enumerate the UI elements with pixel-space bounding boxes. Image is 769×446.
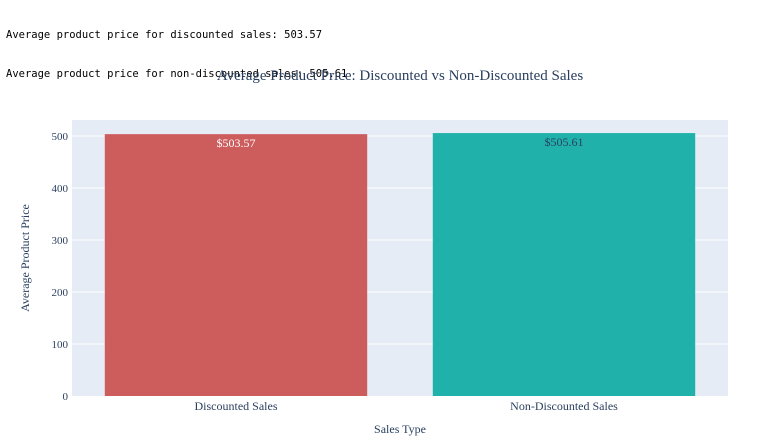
y-tick-label: 0 (63, 391, 69, 403)
x-axis-title: Sales Type (374, 422, 426, 436)
y-axis-title: Average Product Price (18, 204, 32, 312)
bar-non-discounted-sales (432, 133, 696, 396)
bar-data-label: $503.57 (217, 136, 256, 150)
console-output: Average product price for discounted sal… (6, 3, 347, 94)
y-axis-ticks: 0 100 200 300 400 500 (52, 131, 69, 403)
x-tick-label: Non-Discounted Sales (510, 399, 618, 413)
bar-discounted-sales (104, 134, 368, 396)
x-tick-label: Discounted Sales (195, 399, 278, 413)
y-tick-label: 400 (52, 183, 69, 195)
bars: $503.57 $505.61 (104, 133, 696, 396)
y-tick-label: 200 (52, 287, 69, 299)
bar-data-label: $505.61 (545, 135, 584, 149)
y-tick-label: 100 (52, 339, 69, 351)
y-tick-label: 500 (52, 131, 69, 143)
x-axis-ticks: Discounted Sales Non-Discounted Sales (195, 399, 619, 413)
console-line-discounted: Average product price for discounted sal… (6, 29, 323, 41)
y-tick-label: 300 (52, 235, 69, 247)
console-line-non-discounted: Average product price for non-discounted… (6, 68, 348, 80)
chart-title: Average Product Price: Discounted vs Non… (217, 68, 583, 84)
